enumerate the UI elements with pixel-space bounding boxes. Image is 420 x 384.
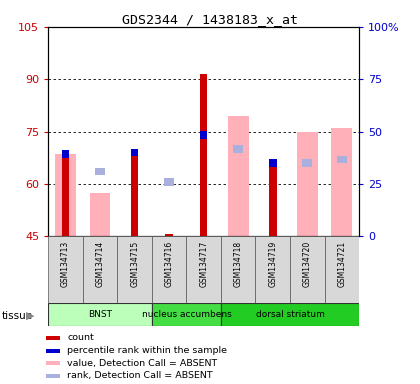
Text: GSM134715: GSM134715	[130, 241, 139, 287]
Text: GSM134714: GSM134714	[96, 241, 105, 287]
Bar	[62, 154, 69, 236]
Bar	[290, 236, 325, 303]
Bar	[165, 234, 173, 236]
Text: rank, Detection Call = ABSENT: rank, Detection Call = ABSENT	[67, 371, 213, 381]
Bar	[302, 159, 312, 167]
Text: count: count	[67, 333, 94, 343]
Bar	[55, 154, 76, 236]
Text: dorsal striatum: dorsal striatum	[256, 310, 325, 319]
Bar	[221, 303, 359, 326]
Text: GSM134716: GSM134716	[165, 241, 173, 287]
Bar	[62, 151, 69, 158]
Text: GDS2344 / 1438183_x_at: GDS2344 / 1438183_x_at	[122, 13, 298, 26]
Bar	[269, 161, 276, 236]
Bar	[164, 178, 174, 186]
Text: percentile rank within the sample: percentile rank within the sample	[67, 346, 227, 355]
Text: BNST: BNST	[88, 310, 112, 319]
Bar	[186, 236, 221, 303]
Bar	[46, 374, 60, 378]
Text: GSM134721: GSM134721	[337, 241, 346, 287]
Bar	[221, 236, 255, 303]
Bar	[228, 116, 249, 236]
Bar	[95, 168, 105, 175]
Bar	[152, 236, 186, 303]
Text: GSM134718: GSM134718	[234, 241, 243, 287]
Text: tissue: tissue	[2, 311, 33, 321]
Bar	[234, 145, 243, 153]
Text: GSM134719: GSM134719	[268, 241, 277, 287]
Bar	[46, 349, 60, 353]
Text: value, Detection Call = ABSENT: value, Detection Call = ABSENT	[67, 359, 218, 368]
Bar	[48, 303, 152, 326]
Text: ▶: ▶	[26, 311, 35, 321]
Bar	[337, 156, 346, 163]
Bar	[269, 159, 276, 167]
Text: GSM134717: GSM134717	[199, 241, 208, 287]
Bar	[200, 131, 207, 139]
Bar	[200, 74, 207, 236]
Bar	[331, 128, 352, 236]
Bar	[46, 336, 60, 340]
Bar	[117, 236, 152, 303]
Bar	[152, 303, 221, 326]
Bar	[90, 192, 110, 236]
Bar	[131, 152, 139, 236]
Text: GSM134720: GSM134720	[303, 241, 312, 287]
Bar	[46, 361, 60, 365]
Bar	[83, 236, 117, 303]
Text: nucleus accumbens: nucleus accumbens	[142, 310, 231, 319]
Bar	[48, 236, 83, 303]
Text: GSM134713: GSM134713	[61, 241, 70, 287]
Bar	[325, 236, 359, 303]
Bar	[297, 131, 318, 236]
Bar	[255, 236, 290, 303]
Bar	[131, 149, 139, 156]
